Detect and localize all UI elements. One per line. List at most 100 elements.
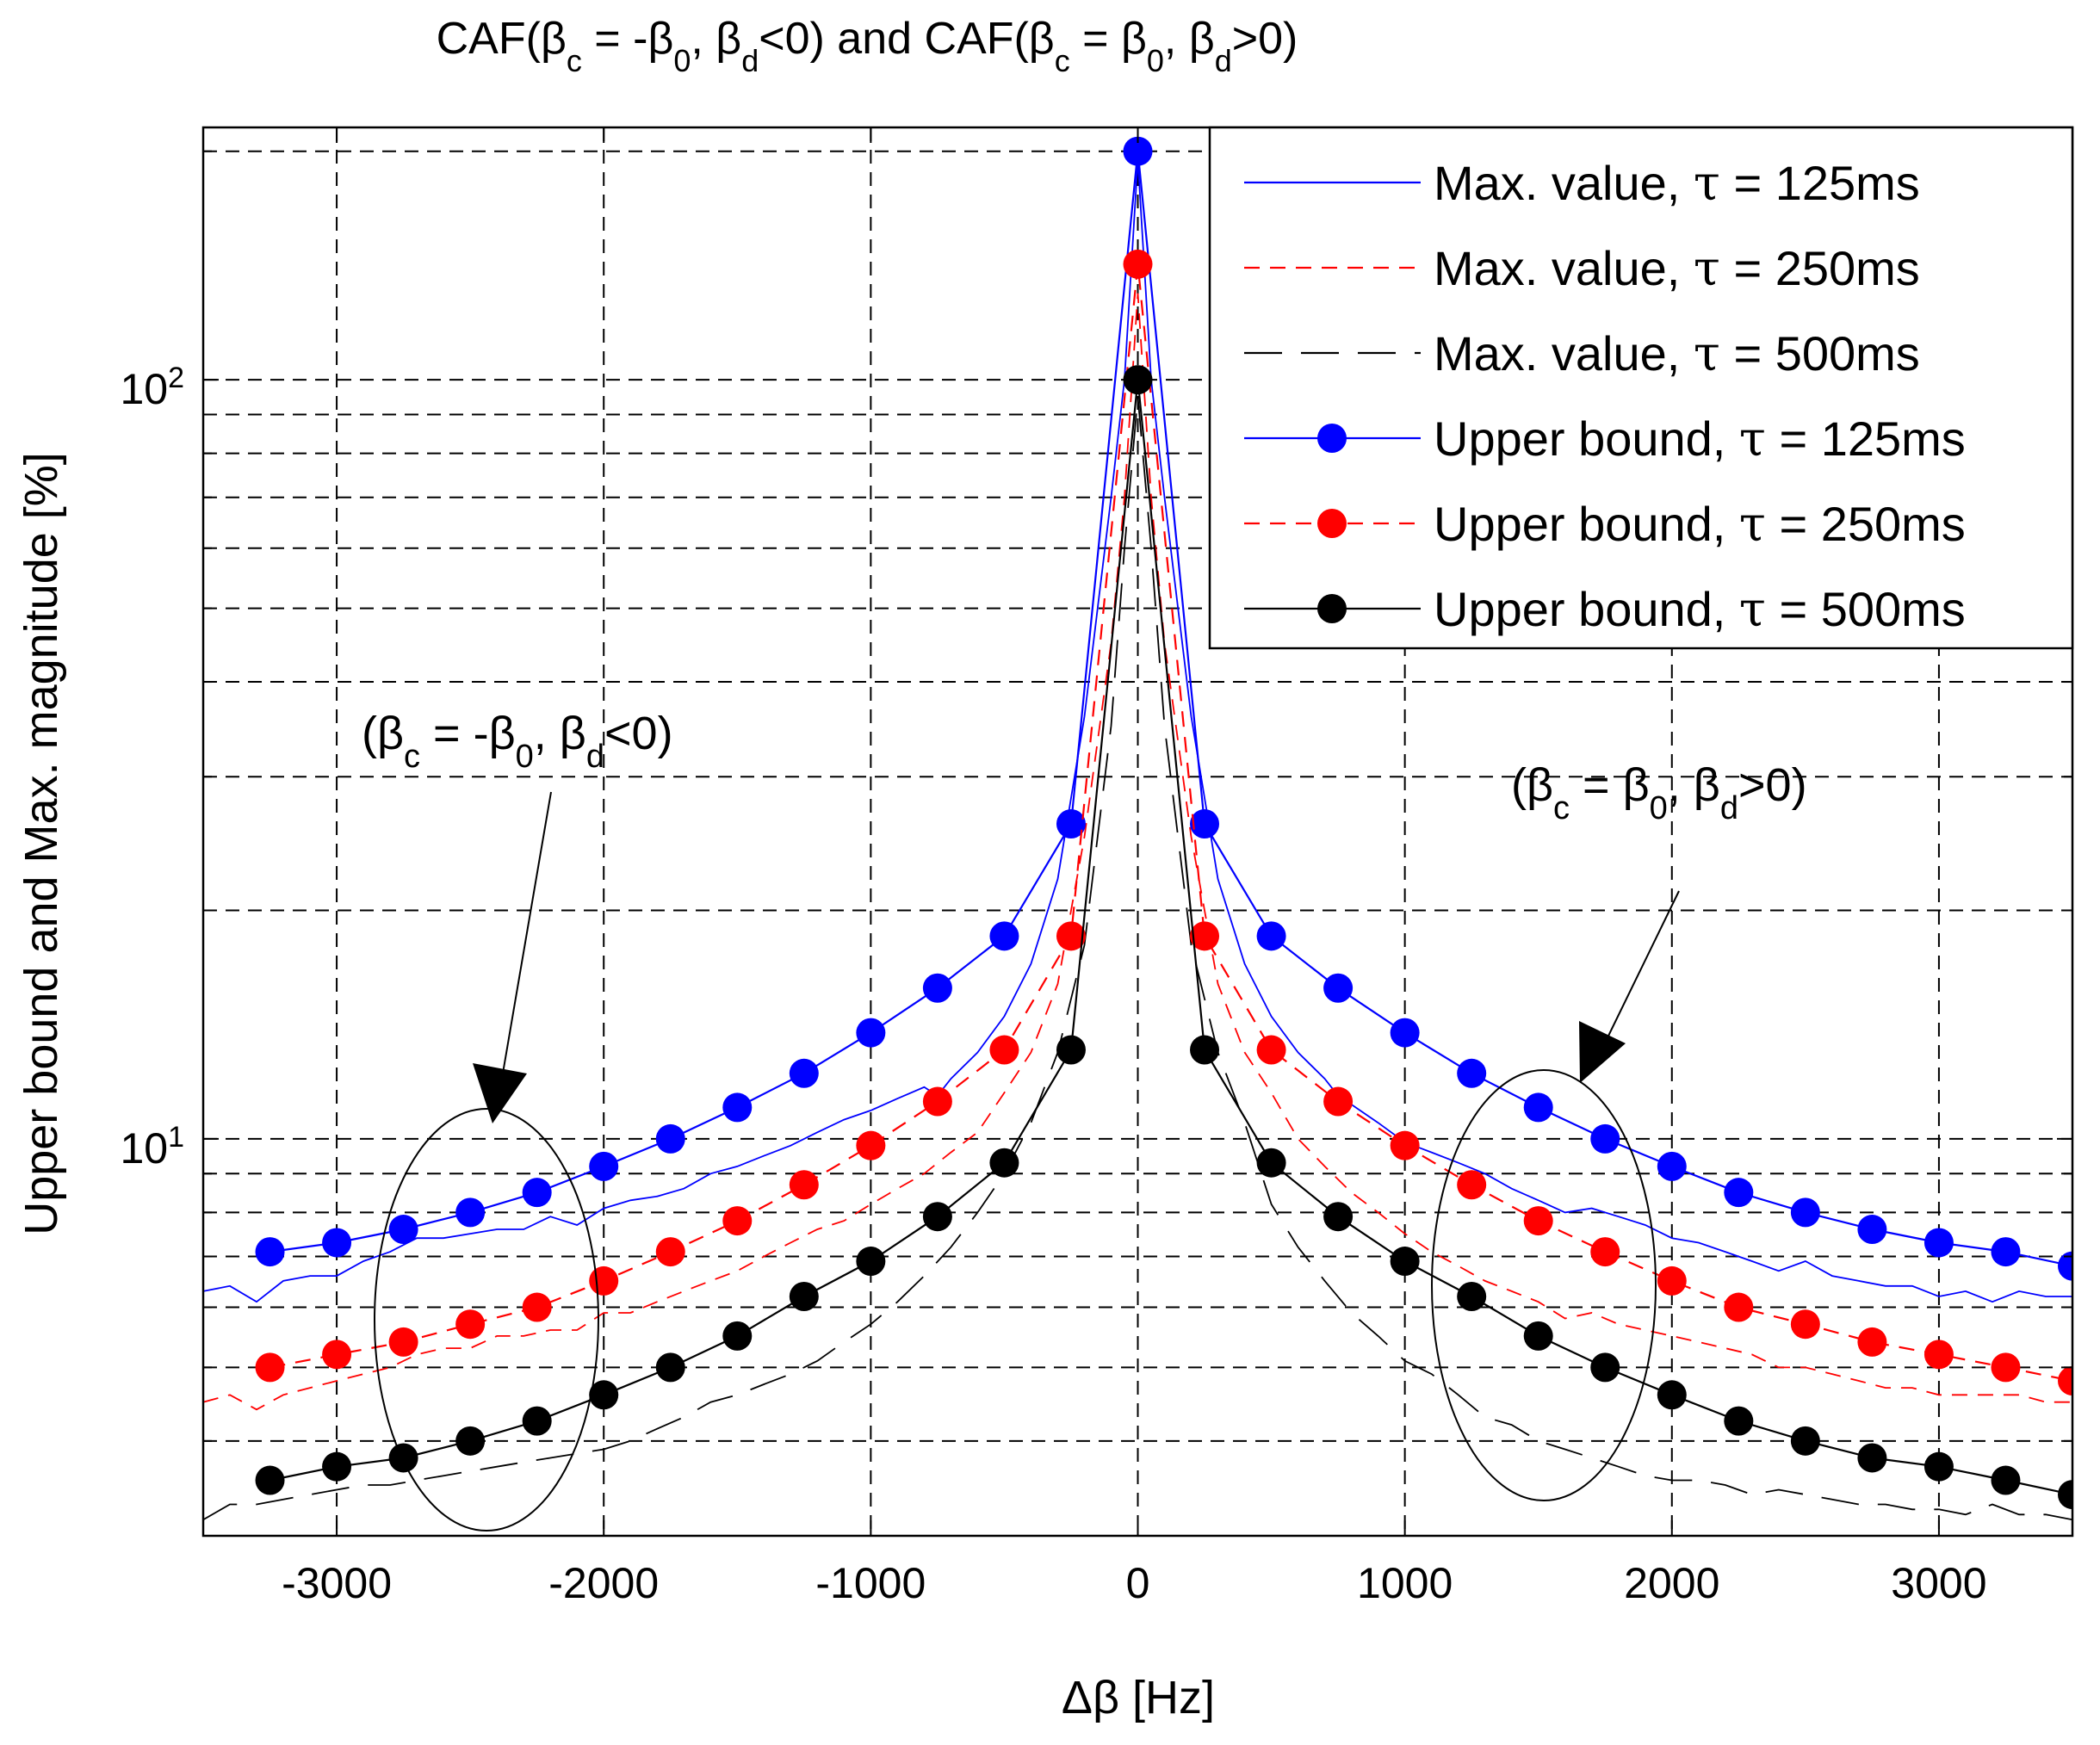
legend-item: Upper bound, τ = 125ms bbox=[1244, 411, 1966, 467]
data-point bbox=[1657, 1380, 1687, 1410]
y-tick-label: 102 bbox=[120, 362, 184, 413]
data-point bbox=[722, 1206, 753, 1236]
data-point bbox=[1123, 365, 1153, 395]
data-point bbox=[1590, 1352, 1620, 1383]
data-point bbox=[522, 1178, 552, 1208]
data-point bbox=[922, 973, 952, 1003]
data-point bbox=[388, 1215, 418, 1245]
data-point bbox=[1923, 1340, 1954, 1370]
data-point bbox=[789, 1058, 819, 1088]
y-axis-label: Upper bound and Max. magnitude [%] bbox=[15, 452, 67, 1235]
data-point bbox=[1790, 1309, 1820, 1340]
data-point bbox=[856, 1247, 886, 1277]
series-line bbox=[203, 293, 2072, 1411]
data-point bbox=[1056, 1035, 1086, 1065]
data-point bbox=[1991, 1237, 2021, 1267]
data-point bbox=[1390, 1130, 1420, 1160]
data-point bbox=[1123, 136, 1153, 166]
legend-item: Upper bound, τ = 500ms bbox=[1244, 582, 1966, 638]
data-point bbox=[1724, 1178, 1754, 1208]
data-point bbox=[655, 1123, 685, 1154]
legend-label: Max. value, τ = 250ms bbox=[1434, 241, 1920, 297]
data-point bbox=[856, 1130, 886, 1160]
data-point bbox=[1857, 1215, 1887, 1245]
annotation-arrow-right bbox=[1596, 890, 1680, 1060]
data-point bbox=[655, 1237, 685, 1267]
data-point bbox=[388, 1327, 418, 1357]
data-point bbox=[255, 1237, 285, 1267]
data-point bbox=[1790, 1426, 1820, 1456]
data-point bbox=[1857, 1443, 1887, 1473]
chart-title: CAF(βc = -β0, βd<0) and CAF(βc = β0, βd>… bbox=[437, 14, 1298, 78]
annotation-text-left: (βc = -β0, βd<0) bbox=[362, 708, 673, 775]
x-tick-label: 3000 bbox=[1891, 1559, 1986, 1607]
data-point bbox=[655, 1352, 685, 1383]
data-point bbox=[789, 1170, 819, 1200]
data-point bbox=[989, 1148, 1019, 1178]
data-point bbox=[1056, 921, 1086, 951]
data-point bbox=[922, 1086, 952, 1117]
data-point bbox=[1390, 1247, 1420, 1277]
data-point bbox=[856, 1018, 886, 1048]
data-point bbox=[455, 1309, 486, 1340]
data-point bbox=[522, 1292, 552, 1322]
data-point bbox=[722, 1092, 753, 1123]
annotation-text-right: (βc = β0, βd>0) bbox=[1511, 759, 1807, 826]
data-point bbox=[1256, 921, 1286, 951]
arrowhead-right bbox=[1579, 1021, 1626, 1083]
legend-item: Max. value, τ = 125ms bbox=[1244, 156, 1920, 212]
legend-label: Upper bound, τ = 500ms bbox=[1434, 582, 1966, 638]
data-point bbox=[522, 1406, 552, 1436]
data-point bbox=[1923, 1451, 1954, 1482]
x-tick-label: -2000 bbox=[548, 1559, 659, 1607]
data-point bbox=[2058, 1366, 2072, 1396]
data-point bbox=[1657, 1151, 1687, 1181]
data-point bbox=[589, 1265, 619, 1296]
legend-item: Upper bound, τ = 250ms bbox=[1244, 497, 1966, 553]
data-point bbox=[789, 1281, 819, 1311]
annotation-ellipse-right bbox=[1431, 1069, 1657, 1501]
data-point bbox=[1790, 1197, 1820, 1228]
data-point bbox=[1523, 1321, 1553, 1351]
y-tick-label: 101 bbox=[120, 1121, 184, 1173]
legend-label: Max. value, τ = 125ms bbox=[1434, 156, 1920, 212]
data-point bbox=[1457, 1281, 1487, 1311]
data-point bbox=[1523, 1206, 1553, 1236]
data-point bbox=[255, 1465, 285, 1495]
data-point bbox=[1190, 809, 1220, 839]
x-tick-label: 0 bbox=[1126, 1559, 1150, 1607]
data-point bbox=[2058, 1480, 2072, 1510]
legend-item: Max. value, τ = 250ms bbox=[1244, 241, 1920, 297]
data-point bbox=[1657, 1265, 1687, 1296]
data-point bbox=[589, 1151, 619, 1181]
annotation-arrow-left bbox=[499, 791, 552, 1094]
data-point bbox=[1256, 1148, 1286, 1178]
data-point bbox=[388, 1443, 418, 1473]
legend-marker bbox=[1317, 594, 1347, 623]
data-point bbox=[1056, 809, 1086, 839]
data-point bbox=[1590, 1123, 1620, 1154]
data-point bbox=[1323, 1202, 1354, 1232]
data-point bbox=[1323, 1086, 1354, 1117]
legend-label: Upper bound, τ = 125ms bbox=[1434, 411, 1966, 467]
data-point bbox=[1523, 1092, 1553, 1123]
data-point bbox=[1457, 1058, 1487, 1088]
data-point bbox=[1190, 921, 1220, 951]
data-point bbox=[722, 1321, 753, 1351]
legend: Max. value, τ = 125ms Max. value, τ = 250… bbox=[1208, 126, 2074, 650]
data-point bbox=[1123, 249, 1153, 279]
series-2 bbox=[203, 293, 2072, 1411]
legend-label: Max. value, τ = 500ms bbox=[1434, 326, 1920, 382]
data-point bbox=[1991, 1465, 2021, 1495]
data-point bbox=[322, 1228, 352, 1258]
data-point bbox=[455, 1426, 486, 1456]
x-tick-label: -1000 bbox=[815, 1559, 926, 1607]
data-point bbox=[255, 1352, 285, 1383]
x-tick-label: 2000 bbox=[1624, 1559, 1719, 1607]
data-point bbox=[1724, 1292, 1754, 1322]
data-point bbox=[1190, 1035, 1220, 1065]
series-line bbox=[269, 379, 2072, 1496]
series-6 bbox=[255, 365, 2072, 1510]
